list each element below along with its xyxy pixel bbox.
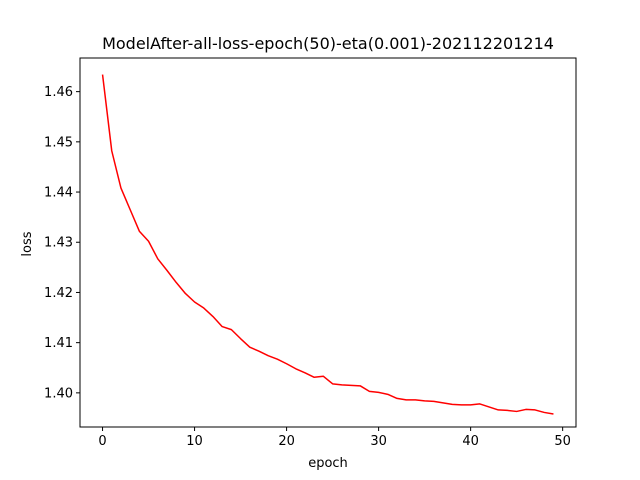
- y-tick-label-1.41: 1.41: [44, 336, 73, 351]
- x-tick-label-0: 0: [98, 434, 106, 449]
- x-tick-label-10: 10: [186, 434, 203, 449]
- y-tick-label-1.44: 1.44: [44, 186, 73, 201]
- y-tick-label-1.45: 1.45: [44, 135, 73, 150]
- plot-area: 0 10 20 30 40 50 1.40 1.41 1.42 1.43 1.44 1.45 1.46: [44, 57, 577, 449]
- y-tick-label-1.42: 1.42: [44, 286, 73, 301]
- x-tick-label-40: 40: [462, 434, 479, 449]
- x-tick-label-20: 20: [278, 434, 295, 449]
- x-tick-label-30: 30: [370, 434, 387, 449]
- y-axis-label: loss: [20, 231, 35, 256]
- y-tick-label-1.40: 1.40: [44, 386, 73, 401]
- series-line-0: [101, 74, 554, 415]
- y-tick-label-1.46: 1.46: [44, 85, 73, 100]
- y-tick-label-1.43: 1.43: [44, 236, 73, 251]
- x-axis-label: epoch: [308, 456, 348, 471]
- x-tick-label-50: 50: [554, 434, 571, 449]
- chart-title: ModelAfter-all-loss-epoch(50)-eta(0.001)…: [102, 34, 554, 53]
